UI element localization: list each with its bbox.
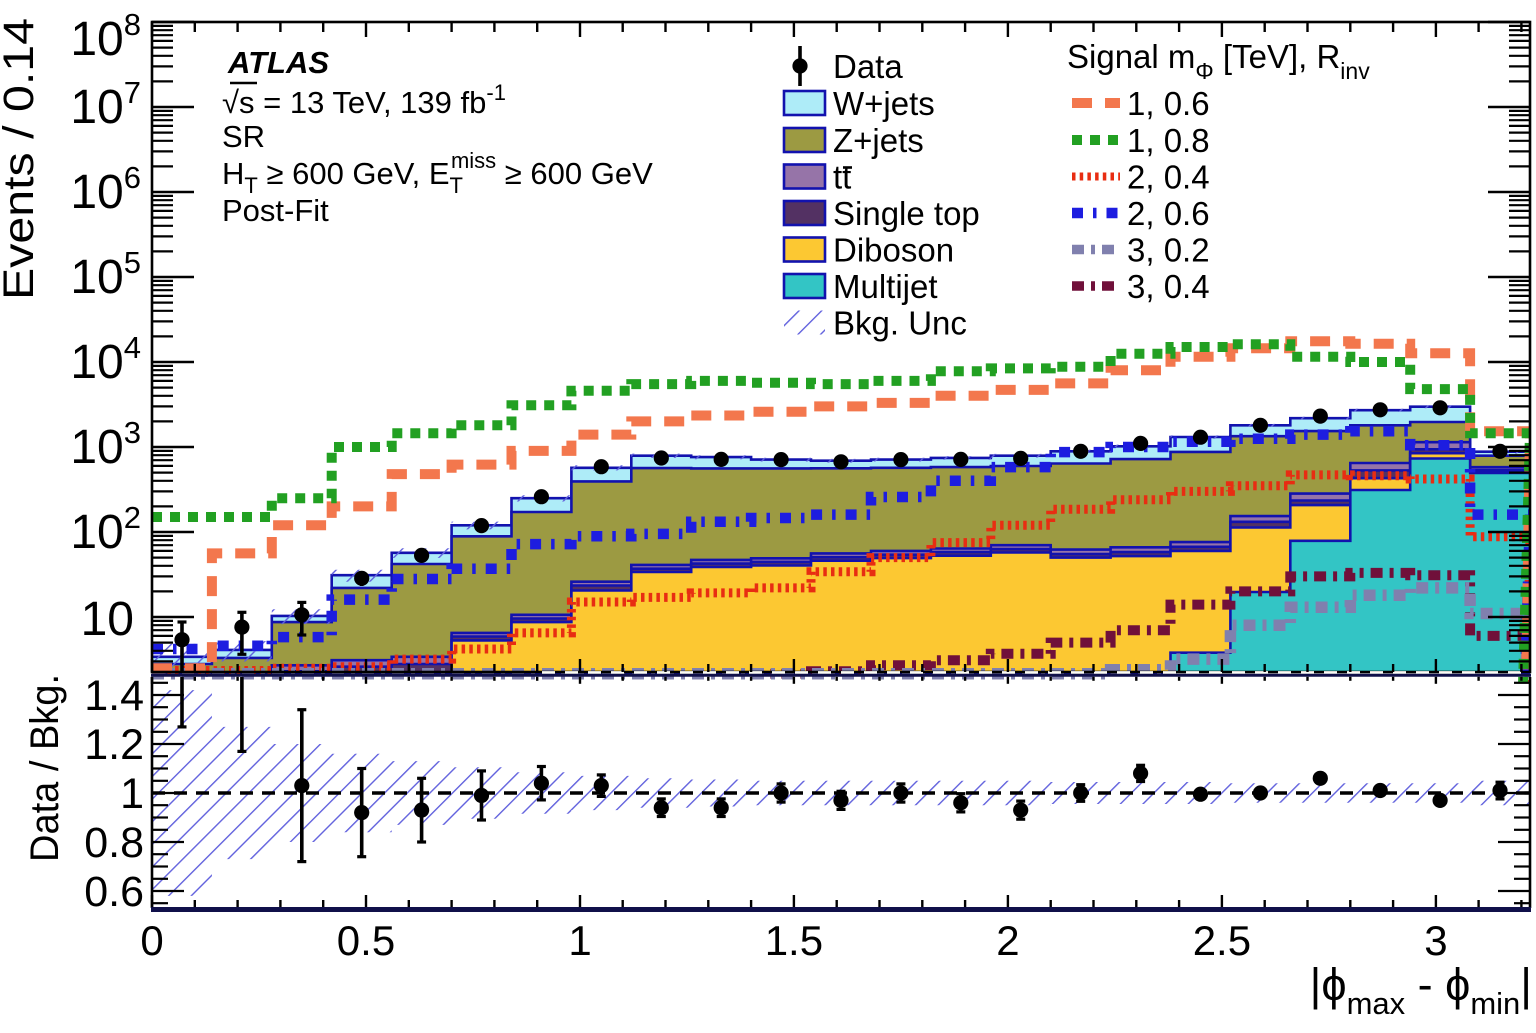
svg-text:√s = 13 TeV, 139 fb-1: √s = 13 TeV, 139 fb-1: [222, 80, 506, 120]
svg-text:1: 1: [120, 770, 144, 818]
svg-text:W+jets: W+jets: [833, 85, 935, 122]
svg-text:0.8: 0.8: [84, 819, 144, 867]
svg-text:2: 2: [996, 917, 1019, 964]
svg-text:3, 0.4: 3, 0.4: [1127, 268, 1210, 305]
svg-text:Post-Fit: Post-Fit: [222, 193, 329, 228]
svg-text:1.5: 1.5: [765, 917, 823, 964]
svg-text:0.5: 0.5: [337, 917, 395, 964]
svg-text:10: 10: [81, 593, 134, 646]
svg-text:Bkg. Unc: Bkg. Unc: [833, 305, 967, 342]
svg-text:0: 0: [140, 917, 163, 964]
svg-text:Data / Bkg.: Data / Bkg.: [23, 674, 67, 862]
svg-text:HT ≥ 600 GeV, ETmiss ≥ 600 GeV: HT ≥ 600 GeV, ETmiss ≥ 600 GeV: [222, 148, 653, 198]
svg-text:108: 108: [70, 7, 141, 66]
svg-text:1: 1: [568, 917, 591, 964]
svg-text:2.5: 2.5: [1193, 917, 1251, 964]
svg-text:0.6: 0.6: [84, 868, 144, 916]
svg-text:1, 0.6: 1, 0.6: [1127, 85, 1210, 122]
svg-text:Z+jets: Z+jets: [833, 122, 924, 159]
svg-text:Multijet: Multijet: [833, 268, 938, 305]
svg-text:tt: tt: [833, 159, 851, 196]
svg-text:2, 0.6: 2, 0.6: [1127, 195, 1210, 232]
svg-text:Single top: Single top: [833, 195, 980, 232]
svg-text:2, 0.4: 2, 0.4: [1127, 159, 1210, 196]
svg-text:1, 0.8: 1, 0.8: [1127, 122, 1210, 159]
svg-text:Diboson: Diboson: [833, 232, 954, 269]
svg-text:3: 3: [1424, 917, 1447, 964]
svg-text:1.2: 1.2: [84, 721, 144, 769]
svg-text:1.4: 1.4: [84, 672, 144, 720]
svg-text:107: 107: [70, 75, 141, 134]
svg-text:Data: Data: [833, 48, 903, 85]
svg-text:3, 0.2: 3, 0.2: [1127, 232, 1210, 269]
svg-text:Events / 0.14: Events / 0.14: [0, 18, 43, 300]
svg-text:ATLAS: ATLAS: [227, 45, 329, 80]
svg-text:SR: SR: [222, 119, 265, 154]
